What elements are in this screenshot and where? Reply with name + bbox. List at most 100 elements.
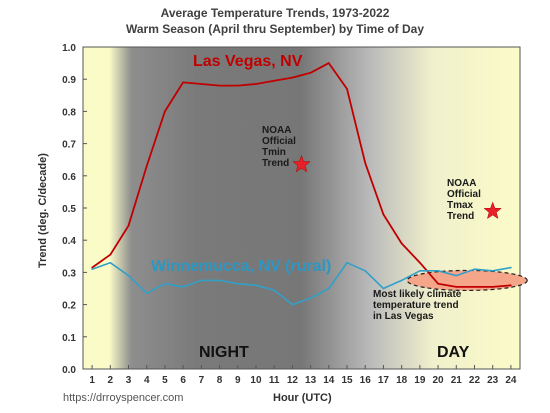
x-tick-label: 13 [305,375,317,386]
x-tick-label: 23 [487,375,499,386]
point-las-vegas [145,165,148,167]
point-las-vegas [127,224,130,227]
credit-url: https://drroyspencer.com [63,392,184,404]
y-tick-label: 0.9 [62,75,76,86]
tmin-annotation-line: Tmin [262,147,286,158]
point-winnemucca [328,287,330,290]
point-las-vegas [109,253,112,256]
x-tick-label: 22 [469,375,481,386]
x-tick-label: 24 [505,375,517,386]
y-tick-label: 0.7 [62,140,76,151]
x-tick-label: 18 [396,375,408,386]
x-tick-label: 2 [108,375,114,386]
y-tick-label: 0.0 [62,365,76,376]
point-las-vegas [510,284,512,287]
y-tick-label: 0.4 [62,236,76,247]
point-winnemucca [200,279,203,282]
tmax-annotation-line: Tmax [447,200,474,211]
point-winnemucca [291,303,294,306]
x-tick-label: 20 [433,375,445,386]
point-las-vegas [364,162,367,164]
series-label-las-vegas: Las Vegas, NV [193,53,303,70]
point-las-vegas [218,84,221,87]
y-tick-label: 0.5 [62,204,76,215]
point-las-vegas [164,110,166,113]
point-winnemucca [382,287,385,290]
point-las-vegas [273,80,275,82]
tmin-annotation-line: Official [262,136,296,147]
point-winnemucca [109,261,112,264]
x-tick-label: 19 [414,375,426,386]
point-las-vegas [437,282,439,285]
tmax-annotation-line: Trend [447,211,475,222]
point-winnemucca [437,269,439,272]
point-las-vegas [255,83,257,85]
y-tick-label: 0.3 [62,268,76,279]
night-label: NIGHT [199,344,249,361]
x-tick-label: 11 [269,375,280,386]
tmax-annotation-line: Official [447,189,481,200]
point-winnemucca [127,274,130,277]
point-winnemucca [346,261,348,264]
tmin-star-marker [292,154,311,173]
point-las-vegas [473,286,476,288]
x-axis-label: Hour (UTC) [273,392,332,404]
likely-trend-line: Most likely climate [373,289,462,300]
point-las-vegas [382,213,385,216]
x-tick-label: 16 [360,375,372,386]
point-winnemucca [309,297,312,299]
chart-subtitle: Warm Season (April thru September) by Ti… [125,22,425,36]
point-las-vegas [182,81,184,84]
point-winnemucca [182,286,184,288]
x-tick-label: 3 [126,375,132,386]
point-winnemucca [145,292,148,295]
point-winnemucca [491,269,494,272]
plot-background [83,47,520,369]
tmax-star-marker [483,201,502,220]
likely-trend-line: in Las Vegas [373,311,434,322]
x-tick-label: 10 [250,375,262,386]
point-winnemucca [455,274,458,277]
point-winnemucca [236,282,239,285]
x-tick-label: 14 [323,375,335,386]
y-tick-label: 0.1 [62,333,76,344]
point-las-vegas [291,76,294,79]
series-label-winnemucca: Winnemucca, NV (rural) [151,258,332,275]
point-las-vegas [400,242,403,245]
point-winnemucca [273,289,275,291]
point-las-vegas [346,88,348,90]
x-tick-label: 4 [144,375,150,386]
tmax-annotation-line: NOAA [447,178,477,189]
point-las-vegas [455,286,458,288]
series-line-winnemucca [91,261,512,306]
point-winnemucca [255,284,257,287]
tmin-annotation-line: NOAA [262,125,292,136]
y-axis-label: Trend (deg. C/decade) [37,153,49,268]
chart-title: Average Temperature Trends, 1973-2022 [160,6,390,20]
x-tick-label: 8 [217,375,223,386]
tmin-annotation: NOAA Official Tmin Trend [262,125,296,169]
x-tick-label: 12 [287,375,299,386]
point-winnemucca [473,268,476,270]
point-las-vegas [309,71,312,74]
likely-trend-annotation: Most likely climate temperature trend in… [373,289,461,322]
y-tick-label: 0.2 [62,301,76,312]
x-tick-label: 9 [235,375,241,386]
point-las-vegas [236,84,239,87]
day-label: DAY [437,344,470,361]
y-tick-label: 1.0 [62,43,76,54]
point-las-vegas [491,286,494,288]
point-las-vegas [200,83,203,85]
point-winnemucca [218,279,221,282]
tmin-annotation-line: Trend [262,158,290,169]
point-winnemucca [419,269,421,272]
point-winnemucca [400,279,403,282]
x-tick-label: 6 [180,375,186,386]
point-winnemucca [364,269,367,272]
x-tick-label: 1 [89,375,95,386]
x-tick-label: 21 [451,375,463,386]
point-winnemucca [91,268,93,270]
likely-trend-ellipse [406,269,528,292]
x-tick-label: 7 [199,375,205,386]
